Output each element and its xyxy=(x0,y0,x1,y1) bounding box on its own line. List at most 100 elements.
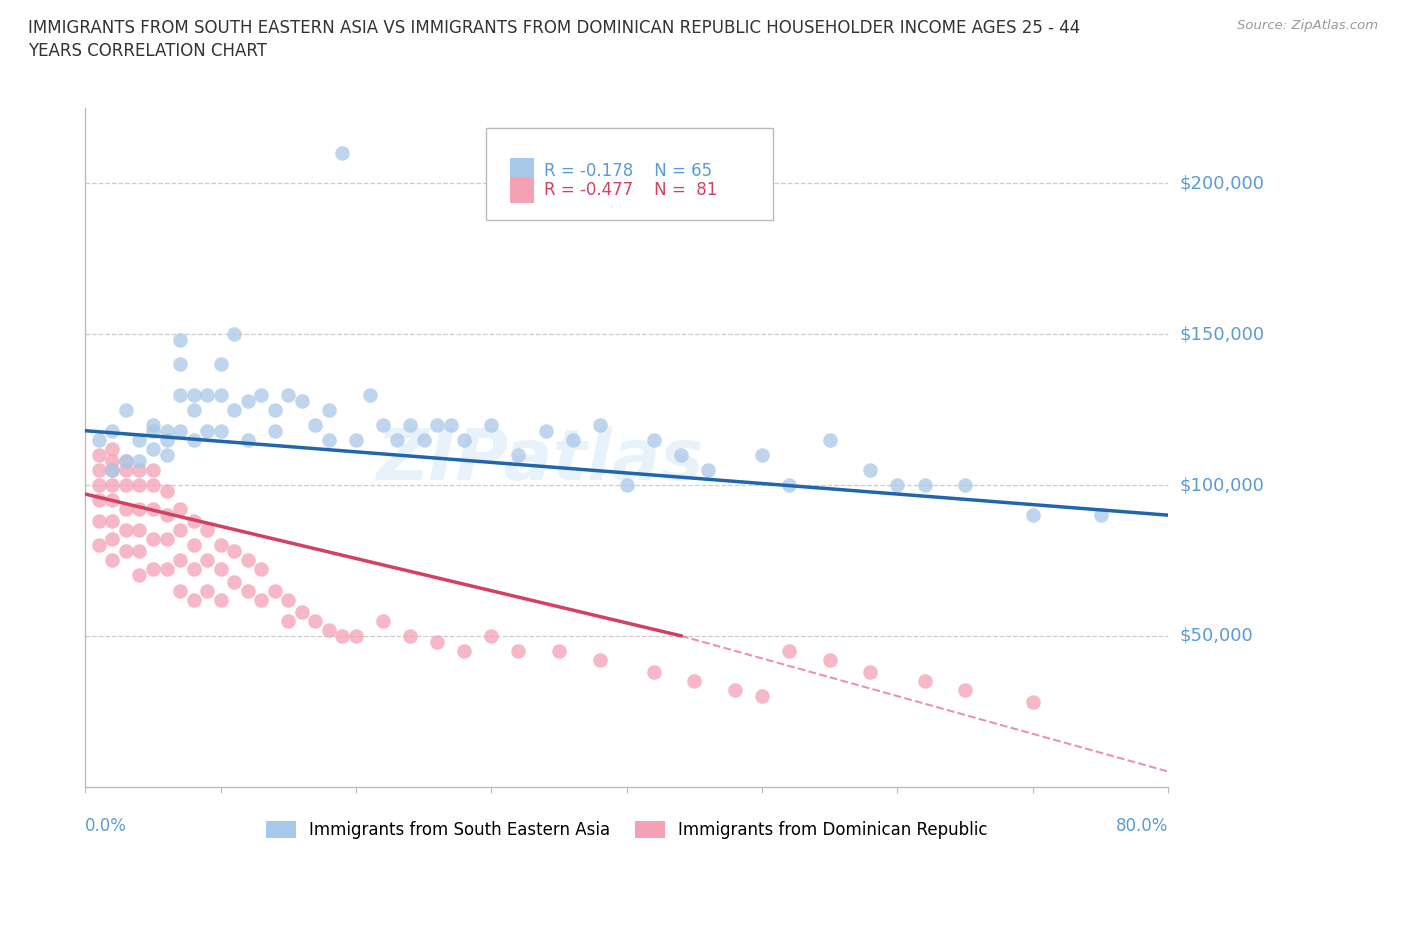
Text: ZIPatlas: ZIPatlas xyxy=(377,426,704,496)
Point xyxy=(155,484,177,498)
Point xyxy=(195,553,218,568)
Point xyxy=(209,538,232,552)
Point xyxy=(115,544,138,559)
Point xyxy=(115,454,138,469)
Text: R = -0.178    N = 65: R = -0.178 N = 65 xyxy=(544,162,713,180)
Point xyxy=(101,493,124,508)
Point xyxy=(818,653,841,668)
Point xyxy=(155,532,177,547)
Point xyxy=(128,454,150,469)
Point xyxy=(250,387,273,402)
Point xyxy=(115,523,138,538)
Point xyxy=(142,423,165,438)
Point xyxy=(128,568,150,583)
Point xyxy=(195,387,218,402)
Point xyxy=(142,478,165,493)
Point xyxy=(101,423,124,438)
Point xyxy=(479,418,502,432)
Point xyxy=(385,432,408,447)
Point xyxy=(128,462,150,477)
Point xyxy=(250,562,273,577)
Point xyxy=(155,508,177,523)
Text: Source: ZipAtlas.com: Source: ZipAtlas.com xyxy=(1237,19,1378,32)
Point xyxy=(87,493,110,508)
Point xyxy=(859,462,882,477)
Point xyxy=(371,613,394,628)
Point xyxy=(236,393,259,408)
Point xyxy=(426,418,449,432)
Point xyxy=(561,432,583,447)
Point xyxy=(236,432,259,447)
Point xyxy=(101,513,124,528)
Point xyxy=(87,432,110,447)
Point xyxy=(778,644,800,658)
Point xyxy=(183,402,205,417)
Point xyxy=(304,613,326,628)
Point xyxy=(344,629,367,644)
Point xyxy=(1022,508,1045,523)
Point xyxy=(508,447,530,462)
Point xyxy=(169,583,191,598)
Point xyxy=(1090,508,1112,523)
Point xyxy=(142,418,165,432)
Point xyxy=(101,532,124,547)
Point xyxy=(683,673,706,688)
Point xyxy=(778,478,800,493)
Point xyxy=(195,523,218,538)
Point xyxy=(87,447,110,462)
Text: $200,000: $200,000 xyxy=(1180,175,1264,193)
Point xyxy=(195,583,218,598)
Point xyxy=(155,423,177,438)
Text: IMMIGRANTS FROM SOUTH EASTERN ASIA VS IMMIGRANTS FROM DOMINICAN REPUBLIC HOUSEHO: IMMIGRANTS FROM SOUTH EASTERN ASIA VS IM… xyxy=(28,19,1080,60)
Point xyxy=(263,402,285,417)
Point xyxy=(101,442,124,457)
Point xyxy=(318,402,340,417)
Point xyxy=(155,447,177,462)
Point xyxy=(669,447,692,462)
Point xyxy=(371,418,394,432)
Point xyxy=(87,478,110,493)
Point xyxy=(209,387,232,402)
Point xyxy=(318,622,340,637)
Point xyxy=(548,644,571,658)
Point xyxy=(224,574,246,589)
Point xyxy=(169,357,191,372)
Point xyxy=(209,562,232,577)
Point xyxy=(128,544,150,559)
Point xyxy=(697,462,720,477)
Point xyxy=(115,462,138,477)
Point xyxy=(101,478,124,493)
Point xyxy=(751,689,773,704)
Point xyxy=(412,432,434,447)
Point xyxy=(209,592,232,607)
Point xyxy=(291,604,314,619)
Text: $150,000: $150,000 xyxy=(1180,326,1264,343)
FancyBboxPatch shape xyxy=(486,128,773,220)
Point xyxy=(224,544,246,559)
Point xyxy=(914,673,936,688)
Point xyxy=(155,432,177,447)
Point xyxy=(318,432,340,447)
Point xyxy=(169,523,191,538)
Point xyxy=(87,462,110,477)
Text: R = -0.477    N =  81: R = -0.477 N = 81 xyxy=(544,181,718,199)
Point xyxy=(195,423,218,438)
Point xyxy=(101,462,124,477)
Text: 80.0%: 80.0% xyxy=(1116,817,1168,835)
Point xyxy=(589,653,612,668)
Point xyxy=(224,326,246,341)
Point xyxy=(277,592,299,607)
Point xyxy=(534,423,557,438)
Point xyxy=(224,402,246,417)
Point xyxy=(115,454,138,469)
Point xyxy=(115,402,138,417)
Point xyxy=(291,393,314,408)
Point xyxy=(263,423,285,438)
Point xyxy=(183,538,205,552)
Point xyxy=(818,432,841,447)
Point xyxy=(508,644,530,658)
Point xyxy=(128,478,150,493)
Point xyxy=(440,418,463,432)
Point xyxy=(953,478,976,493)
Point xyxy=(209,423,232,438)
